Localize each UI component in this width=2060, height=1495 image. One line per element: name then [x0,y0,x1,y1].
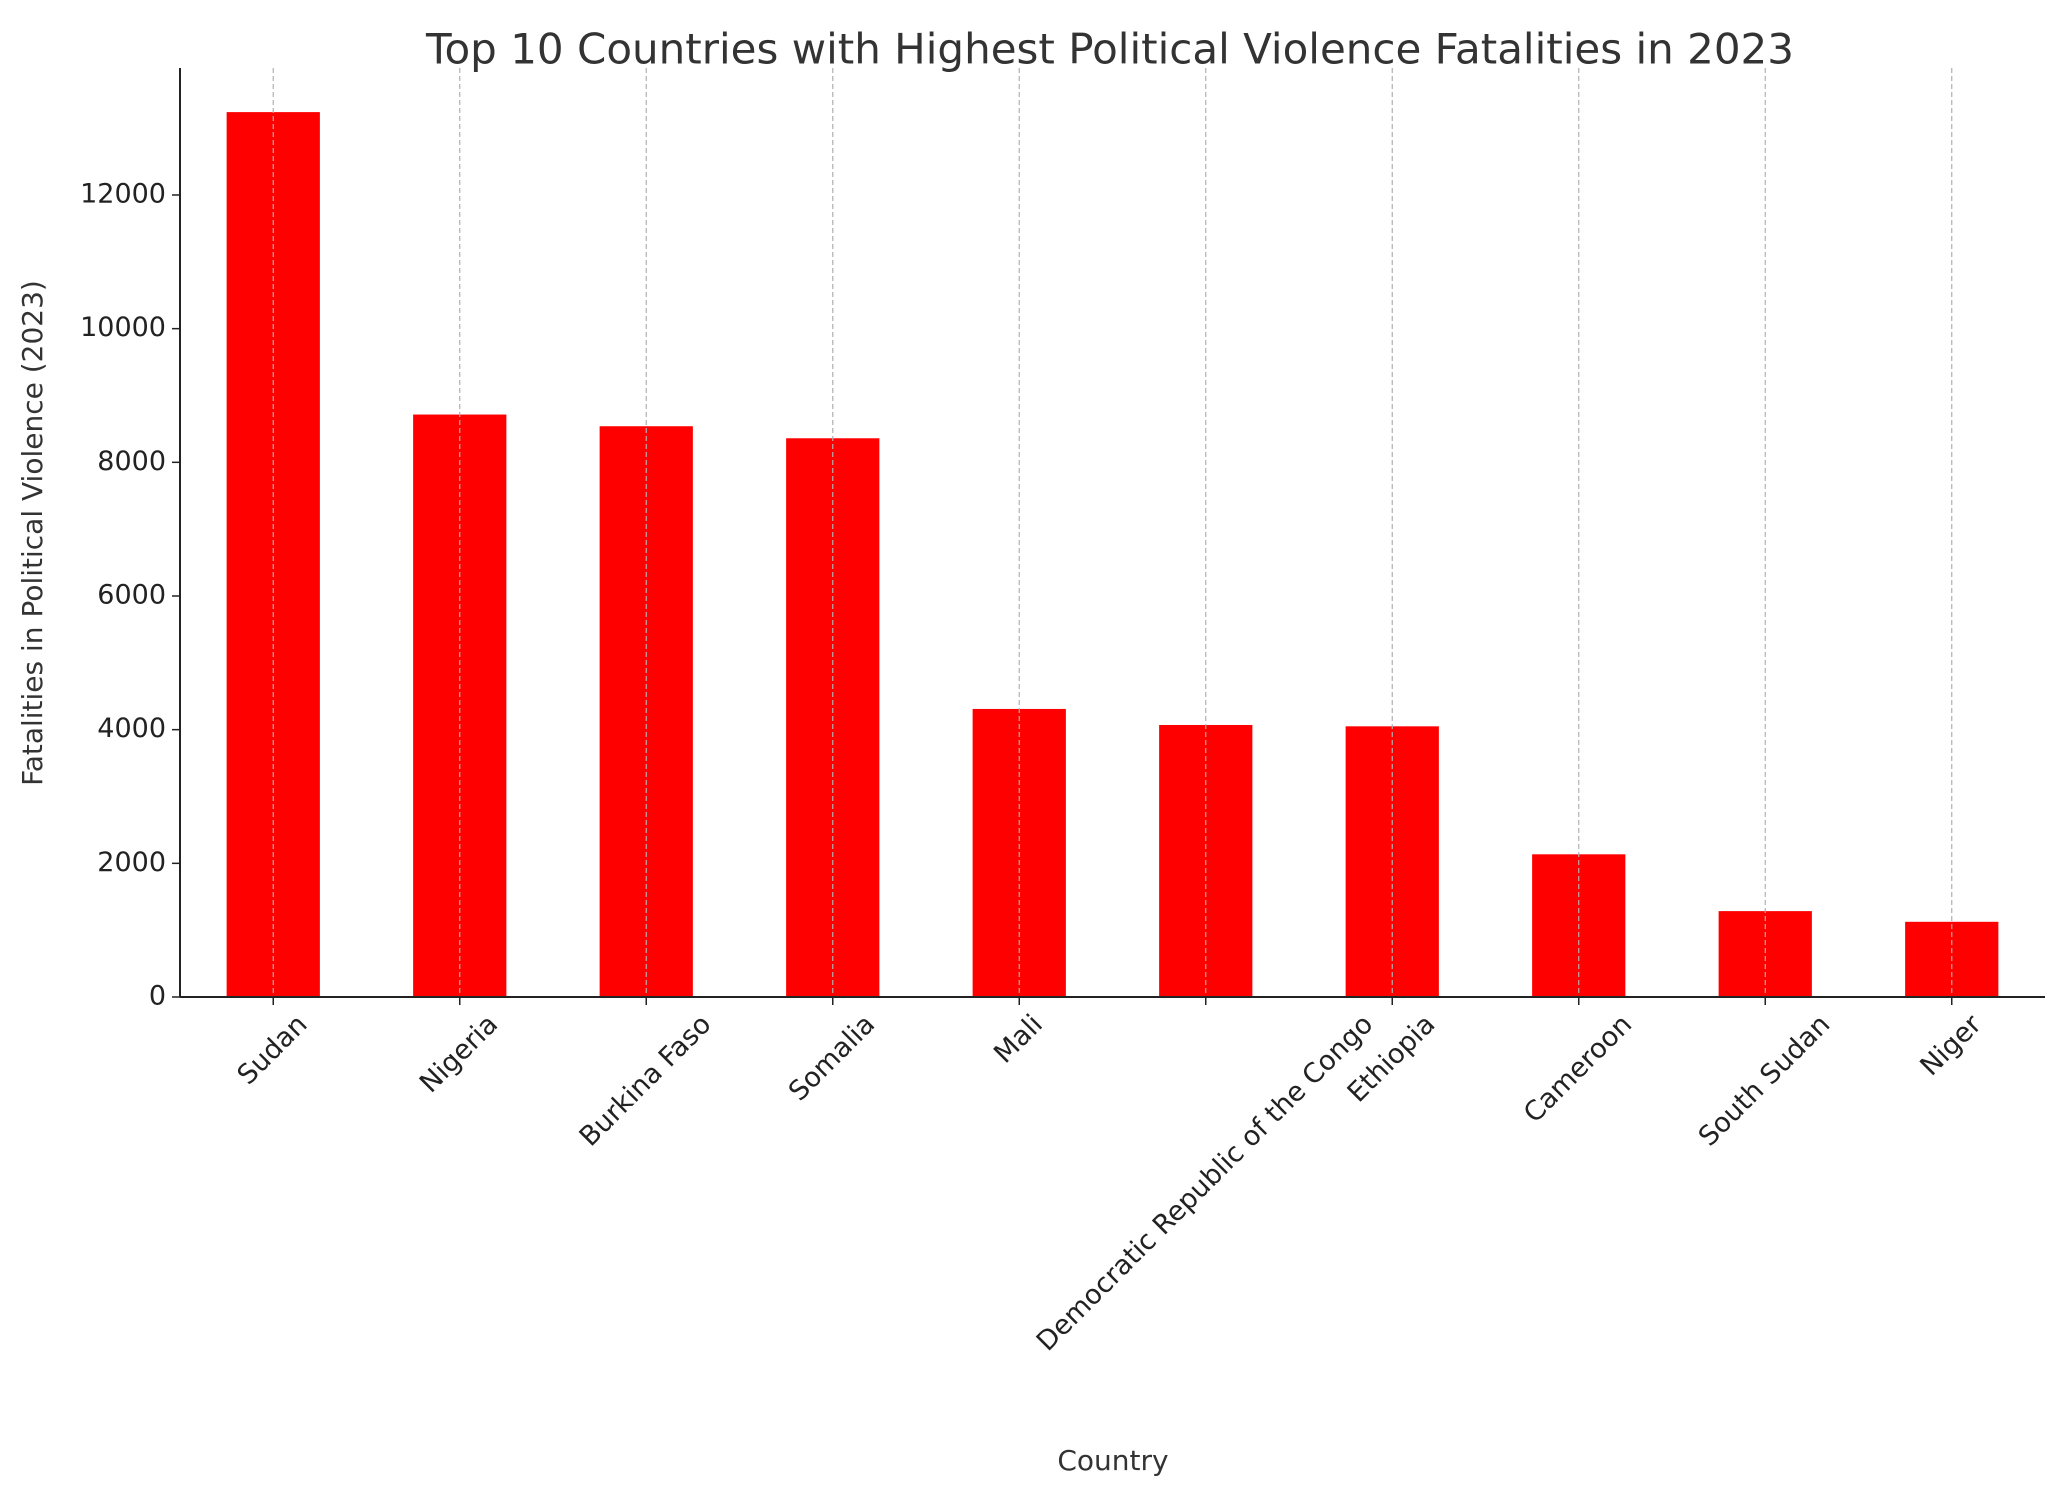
x-tick-label: Democratic Republic of the Congo [1031,1009,1380,1358]
y-tick-label: 0 [149,981,166,1012]
x-tick-label: Sudan [232,1009,314,1091]
y-tick-label: 12000 [80,178,166,209]
x-tick-label: South Sudan [1693,1009,1837,1153]
x-tick-label: Niger [1914,1008,1988,1082]
y-tick-label: 10000 [80,312,166,343]
y-tick-label: 2000 [97,847,166,878]
y-axis-label: Fatalities in Political Violence (2023) [16,280,49,786]
y-tick-label: 6000 [97,579,166,610]
x-tick-label: Somalia [783,1009,881,1107]
x-tick-label: Nigeria [414,1009,504,1099]
chart-title: Top 10 Countries with Highest Political … [425,25,1794,74]
x-tick-label: Burkina Faso [574,1009,718,1153]
x-tick-label: Mali [988,1009,1049,1070]
bar [226,112,320,998]
y-tick-label: 4000 [97,713,166,744]
y-tick-label: 8000 [97,446,166,477]
x-tick-label: Cameroon [1518,1009,1638,1129]
x-axis-label: Country [1057,1444,1168,1477]
